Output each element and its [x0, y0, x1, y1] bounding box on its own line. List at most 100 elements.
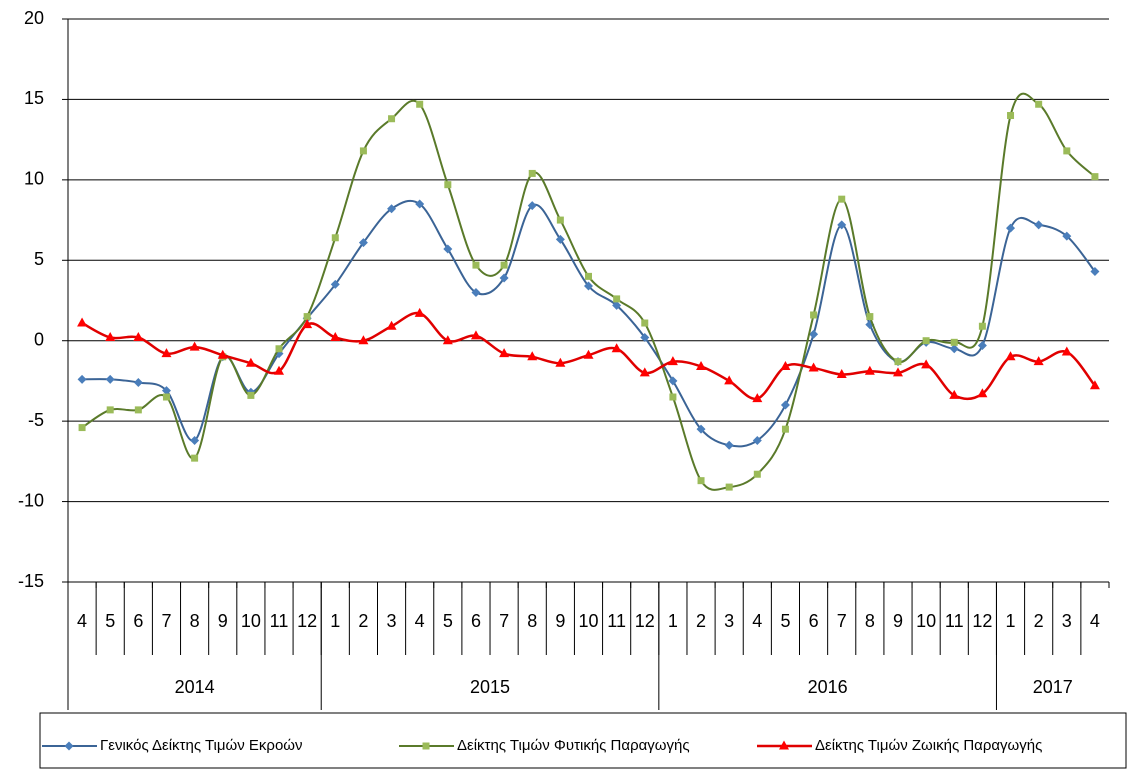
marker	[808, 362, 819, 372]
x-tick-label: 4	[415, 611, 425, 631]
marker	[611, 343, 622, 353]
marker	[669, 393, 677, 401]
marker	[779, 740, 789, 750]
x-tick-label: 8	[527, 611, 537, 631]
marker	[302, 319, 313, 329]
marker	[388, 115, 396, 123]
marker	[499, 273, 509, 283]
marker	[472, 261, 480, 269]
marker	[977, 341, 987, 351]
marker	[584, 281, 593, 291]
x-tick-label: 8	[190, 611, 200, 631]
marker	[949, 389, 960, 399]
marker	[697, 477, 705, 485]
marker	[133, 331, 144, 341]
marker	[977, 388, 988, 398]
marker	[190, 435, 200, 445]
marker	[162, 393, 170, 401]
marker	[275, 345, 283, 353]
x-tick-label: 1	[668, 611, 678, 631]
x-tick-label: 12	[297, 611, 317, 631]
marker	[303, 313, 311, 321]
series	[77, 199, 1100, 450]
marker	[443, 244, 453, 254]
x-tick-label: 11	[270, 611, 289, 631]
marker	[191, 454, 199, 462]
marker	[358, 238, 368, 248]
legend-label: Δείκτης Τιμών Φυτικής Παραγωγής	[457, 737, 690, 754]
marker	[641, 319, 649, 327]
x-tick-label: 7	[161, 611, 171, 631]
marker	[217, 349, 228, 359]
marker	[1091, 173, 1099, 181]
x-tick-label: 6	[471, 611, 481, 631]
x-tick-label: 8	[865, 611, 875, 631]
legend-box	[39, 712, 1127, 769]
y-tick-label: 5	[34, 249, 44, 269]
marker	[1061, 346, 1072, 356]
marker	[330, 279, 340, 289]
marker	[922, 337, 930, 345]
marker	[414, 307, 425, 317]
marker	[555, 357, 566, 367]
marker	[359, 147, 367, 155]
marker	[780, 360, 791, 370]
marker	[471, 287, 481, 297]
x-group-label: 2014	[175, 677, 215, 697]
x-tick-label: 2	[696, 611, 706, 631]
y-tick-label: -10	[18, 490, 44, 510]
marker	[245, 357, 256, 367]
marker	[134, 406, 142, 414]
marker	[612, 300, 622, 310]
x-tick-label: 5	[105, 611, 115, 631]
x-tick-label: 11	[945, 611, 964, 631]
marker	[892, 367, 903, 377]
marker	[894, 358, 902, 366]
marker	[527, 351, 538, 361]
y-tick-label: 15	[24, 88, 44, 108]
marker	[837, 220, 847, 230]
line	[81, 92, 1096, 491]
x-tick-label: 12	[972, 611, 992, 631]
x-tick-label: 3	[724, 611, 734, 631]
marker	[330, 331, 341, 341]
marker	[810, 311, 818, 319]
y-tick-label: -5	[28, 410, 44, 430]
marker	[444, 181, 452, 189]
series	[78, 92, 1099, 491]
marker	[753, 470, 761, 478]
marker	[442, 335, 453, 345]
marker	[499, 348, 510, 358]
marker	[422, 742, 430, 750]
legend-label: Δείκτης Τιμών Ζωικής Παραγωγής	[815, 737, 1042, 754]
marker	[528, 169, 536, 177]
marker	[752, 393, 763, 403]
y-tick-label: 10	[24, 169, 44, 189]
marker	[667, 356, 678, 366]
x-tick-label: 5	[443, 611, 453, 631]
marker	[331, 234, 339, 242]
marker	[358, 335, 369, 345]
marker	[724, 375, 735, 385]
marker	[555, 234, 565, 244]
x-tick-label: 9	[218, 611, 228, 631]
marker	[809, 329, 819, 339]
marker	[949, 344, 959, 354]
marker	[500, 261, 508, 269]
marker	[387, 204, 397, 214]
x-tick-label: 3	[387, 611, 397, 631]
marker	[77, 317, 88, 327]
x-tick-label: 2	[358, 611, 368, 631]
x-tick-label: 12	[635, 611, 655, 631]
marker	[668, 376, 678, 386]
x-tick-label: 6	[809, 611, 819, 631]
marker	[1035, 100, 1043, 108]
marker	[1005, 351, 1016, 361]
marker	[161, 386, 171, 396]
marker	[105, 374, 115, 384]
x-tick-label: 10	[916, 611, 936, 631]
marker	[978, 322, 986, 330]
marker	[639, 367, 650, 377]
marker	[78, 424, 86, 432]
marker	[133, 378, 143, 388]
